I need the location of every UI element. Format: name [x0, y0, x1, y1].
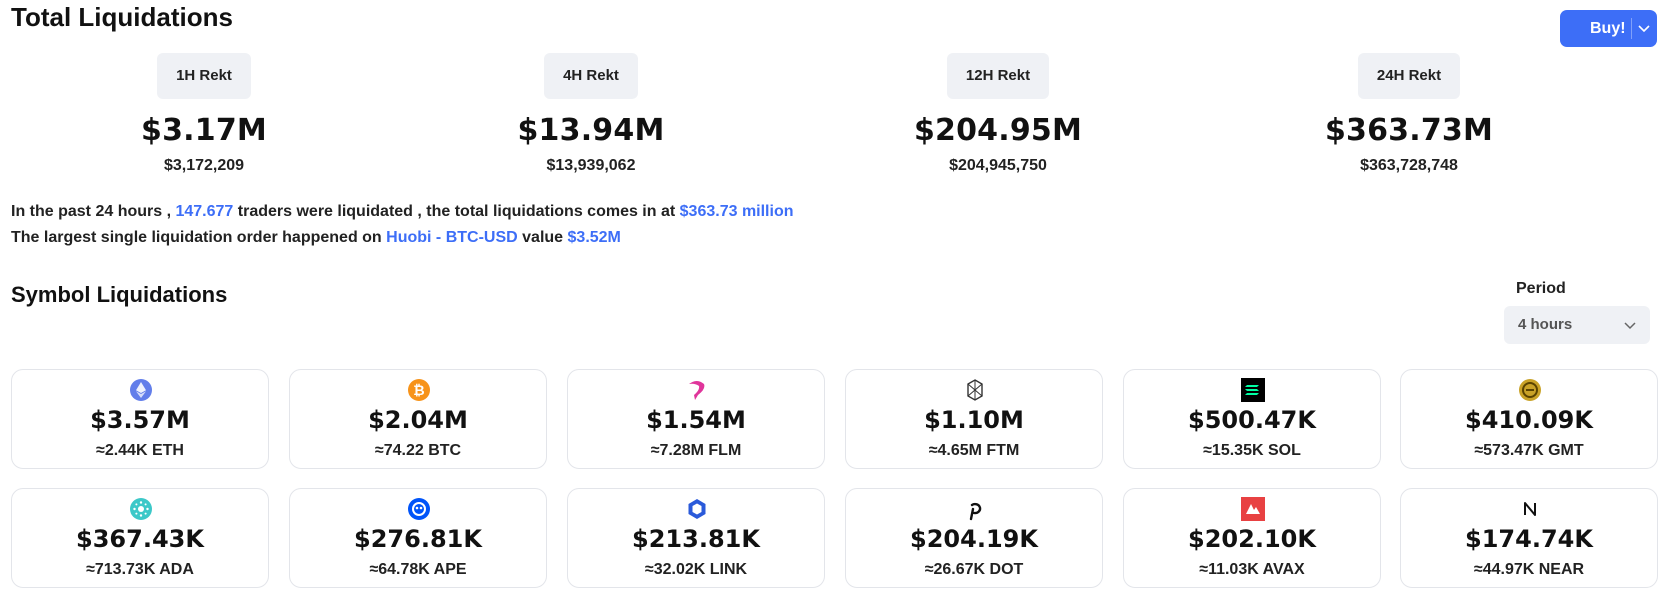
- period-badge-24h: 24H Rekt: [1357, 53, 1461, 99]
- symbol-card-ftm[interactable]: $1.10M ≈4.65M FTM: [845, 369, 1103, 469]
- traders-count: 147.677: [175, 203, 234, 220]
- period-exact-4h: $13,939,062: [546, 157, 636, 174]
- summary-text: In the past 24 hours ,: [11, 203, 172, 220]
- symbol-card-gmt[interactable]: $410.09K ≈573.47K GMT: [1400, 369, 1658, 469]
- symbol-usd-value: $204.19K: [910, 525, 1038, 553]
- ethereum-icon: [130, 379, 152, 401]
- period-exact-12h: $204,945,750: [949, 157, 1047, 174]
- symbol-amount: ≈2.44K ETH: [96, 442, 184, 459]
- symbol-card-ada[interactable]: $367.43K ≈713.73K ADA: [11, 488, 269, 588]
- symbol-usd-value: $410.09K: [1465, 406, 1593, 434]
- summary-line-1: In the past 24 hours , 147.677 traders w…: [11, 203, 794, 221]
- chainlink-icon: [688, 499, 706, 519]
- gmt-icon: [1519, 379, 1541, 401]
- solana-icon: [1241, 378, 1265, 402]
- symbol-card-eth[interactable]: $3.57M ≈2.44K ETH: [11, 369, 269, 469]
- period-24h: 24H Rekt $363.73M $363,728,748: [1280, 53, 1538, 175]
- symbol-card-ape[interactable]: $276.81K ≈64.78K APE: [289, 488, 547, 588]
- chevron-down-icon[interactable]: [1637, 21, 1651, 35]
- symbol-usd-value: $202.10K: [1188, 525, 1316, 553]
- summary-text: value: [522, 229, 564, 246]
- exchange-pair-link[interactable]: Huobi - BTC-USD: [386, 229, 518, 246]
- fantom-icon: [967, 379, 983, 401]
- symbol-usd-value: $1.54M: [646, 406, 746, 434]
- symbol-usd-value: $1.10M: [924, 406, 1024, 434]
- polkadot-icon: [969, 502, 982, 521]
- symbol-usd-value: $3.57M: [90, 406, 190, 434]
- period-exact-24h: $363,728,748: [1360, 157, 1458, 174]
- symbol-amount: ≈26.67K DOT: [924, 561, 1024, 578]
- period-badge-1h: 1H Rekt: [157, 53, 251, 99]
- page-title: Total Liquidations: [11, 2, 233, 32]
- symbol-amount: ≈64.78K APE: [369, 561, 467, 578]
- period-select[interactable]: 4 hours: [1504, 306, 1650, 344]
- section-title: Symbol Liquidations: [11, 282, 228, 307]
- period-value-24h: $363.73M: [1324, 113, 1494, 148]
- symbol-usd-value: $367.43K: [76, 525, 204, 553]
- symbol-amount: ≈4.65M FTM: [928, 442, 1020, 459]
- avalanche-icon: [1241, 497, 1265, 521]
- symbol-usd-value: $500.47K: [1188, 406, 1316, 434]
- period-exact-1h: $3,172,209: [163, 157, 245, 174]
- summary-text: The largest single liquidation order hap…: [11, 229, 382, 246]
- period-label: Period: [1516, 280, 1566, 297]
- symbol-usd-value: $213.81K: [632, 525, 760, 553]
- flm-icon: [689, 381, 705, 400]
- svg-text:₿: ₿: [413, 383, 424, 399]
- chevron-down-icon: [1624, 322, 1636, 330]
- period-12h: 12H Rekt $204.95M $204,945,750: [869, 53, 1127, 175]
- period-value-1h: $3.17M: [141, 113, 267, 148]
- symbol-amount: ≈32.02K LINK: [644, 561, 748, 578]
- symbol-card-link[interactable]: $213.81K ≈32.02K LINK: [567, 488, 825, 588]
- symbol-card-avax[interactable]: $202.10K ≈11.03K AVAX: [1123, 488, 1381, 588]
- apecoin-icon: [408, 498, 430, 520]
- period-value-4h: $13.94M: [517, 113, 665, 148]
- symbol-amount: ≈44.97K NEAR: [1473, 561, 1585, 578]
- period-badge-4h: 4H Rekt: [544, 53, 638, 99]
- symbol-amount: ≈713.73K ADA: [86, 561, 194, 578]
- near-icon: [1524, 502, 1536, 516]
- symbol-card-btc[interactable]: ₿ $2.04M ≈74.22 BTC: [289, 369, 547, 469]
- cardano-icon: [130, 498, 152, 520]
- buy-button-divider: [1631, 18, 1632, 39]
- symbol-card-sol[interactable]: $500.47K ≈15.35K SOL: [1123, 369, 1381, 469]
- period-4h: 4H Rekt $13.94M $13,939,062: [462, 53, 720, 175]
- symbol-usd-value: $174.74K: [1465, 525, 1593, 553]
- buy-button[interactable]: Buy!: [1560, 10, 1657, 47]
- period-1h: 1H Rekt $3.17M $3,172,209: [75, 53, 333, 175]
- total-liquidations-value: $363.73 million: [679, 203, 794, 220]
- largest-order-value: $3.52M: [567, 229, 621, 246]
- symbol-card-dot[interactable]: $204.19K ≈26.67K DOT: [845, 488, 1103, 588]
- summary-text: traders were liquidated , the total liqu…: [237, 203, 676, 220]
- summary-line-2: The largest single liquidation order hap…: [11, 229, 621, 247]
- bitcoin-icon: ₿: [408, 379, 430, 401]
- symbol-usd-value: $276.81K: [354, 525, 482, 553]
- period-badge-12h: 12H Rekt: [946, 53, 1050, 99]
- symbol-amount: ≈11.03K AVAX: [1199, 561, 1305, 578]
- symbol-amount: ≈573.47K GMT: [1474, 442, 1584, 459]
- symbol-amount: ≈15.35K SOL: [1203, 442, 1301, 459]
- buy-button-label: Buy!: [1590, 19, 1626, 37]
- symbol-amount: ≈74.22 BTC: [374, 442, 462, 459]
- symbol-card-near[interactable]: $174.74K ≈44.97K NEAR: [1400, 488, 1658, 588]
- period-select-value: 4 hours: [1518, 316, 1573, 333]
- symbol-amount: ≈7.28M FLM: [650, 442, 742, 459]
- period-value-12h: $204.95M: [913, 113, 1083, 148]
- symbol-usd-value: $2.04M: [368, 406, 468, 434]
- symbol-card-flm[interactable]: $1.54M ≈7.28M FLM: [567, 369, 825, 469]
